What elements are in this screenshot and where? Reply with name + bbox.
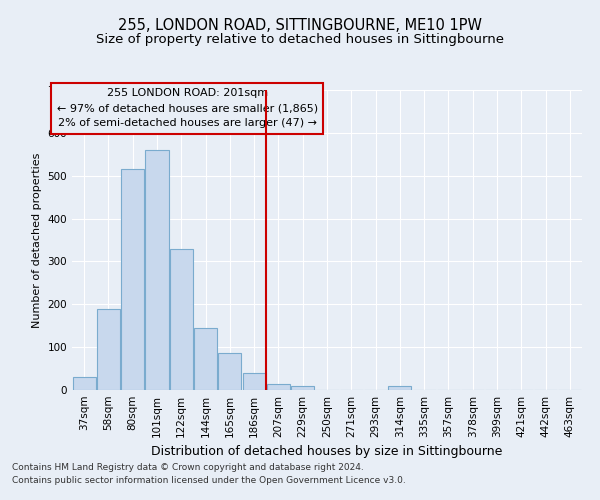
Bar xyxy=(121,170,144,390)
Bar xyxy=(170,248,193,390)
Bar xyxy=(218,352,241,390)
Text: 255, LONDON ROAD, SITTINGBOURNE, ME10 1PW: 255, LONDON ROAD, SITTINGBOURNE, ME10 1P… xyxy=(118,18,482,32)
Bar xyxy=(388,386,412,390)
Text: Contains public sector information licensed under the Open Government Licence v3: Contains public sector information licen… xyxy=(12,476,406,485)
Bar xyxy=(73,377,95,390)
Text: 255 LONDON ROAD: 201sqm
← 97% of detached houses are smaller (1,865)
2% of semi-: 255 LONDON ROAD: 201sqm ← 97% of detache… xyxy=(57,88,318,128)
Bar xyxy=(291,386,314,390)
Text: Size of property relative to detached houses in Sittingbourne: Size of property relative to detached ho… xyxy=(96,32,504,46)
X-axis label: Distribution of detached houses by size in Sittingbourne: Distribution of detached houses by size … xyxy=(151,446,503,458)
Bar xyxy=(267,384,290,390)
Bar xyxy=(242,373,266,390)
Bar xyxy=(97,308,120,390)
Text: Contains HM Land Registry data © Crown copyright and database right 2024.: Contains HM Land Registry data © Crown c… xyxy=(12,464,364,472)
Bar xyxy=(194,328,217,390)
Y-axis label: Number of detached properties: Number of detached properties xyxy=(32,152,42,328)
Bar xyxy=(145,150,169,390)
